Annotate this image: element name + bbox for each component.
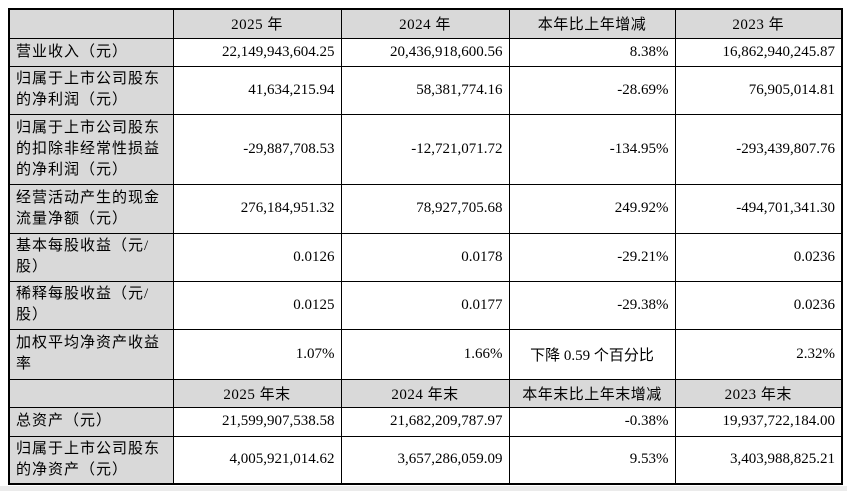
row-label-cell: 归属于上市公司股东的净利润（元） [8, 65, 174, 115]
change-cell: -29.38% [508, 280, 676, 330]
row-label-cell: 总资产（元） [8, 406, 174, 437]
value-cell: 19,937,722,184.00 [674, 406, 843, 437]
change-cell: 8.38% [508, 37, 676, 67]
change-cell: 9.53% [508, 435, 676, 484]
change-cell: 下降 0.59 个百分比 [508, 328, 676, 380]
page-bottom-edge [0, 486, 847, 491]
section1-header-change: 本年比上年增减 [508, 8, 676, 39]
table-row-revenue: 营业收入（元） 22,149,943,604.25 20,436,918,600… [8, 37, 843, 67]
value-cell: 16,862,940,245.87 [674, 37, 843, 67]
value-cell: 0.0125 [172, 280, 342, 330]
section1-header-row: 2025 年 2024 年 本年比上年增减 2023 年 [8, 8, 843, 39]
section2-header-2023-end: 2023 年末 [674, 378, 843, 408]
section2-header-2024-end: 2024 年末 [340, 378, 510, 408]
value-cell: -293,439,807.76 [674, 113, 843, 185]
table-row-basic-eps: 基本每股收益（元/股） 0.0126 0.0178 -29.21% 0.0236 [8, 232, 843, 282]
value-cell: -12,721,071.72 [340, 113, 510, 185]
change-cell: -0.38% [508, 406, 676, 437]
value-cell: 0.0178 [340, 232, 510, 282]
section2-header-2025-end: 2025 年末 [172, 378, 342, 408]
value-cell: 4,005,921,014.62 [172, 435, 342, 484]
section2-header-row: 2025 年末 2024 年末 本年末比上年末增减 2023 年末 [8, 378, 843, 408]
value-cell: 276,184,951.32 [172, 183, 342, 234]
value-cell: 0.0236 [674, 232, 843, 282]
value-cell: 58,381,774.16 [340, 65, 510, 115]
value-cell: 41,634,215.94 [172, 65, 342, 115]
value-cell: 21,599,907,538.58 [172, 406, 342, 437]
table-row-operating-cash-flow: 经营活动产生的现金流量净额（元） 276,184,951.32 78,927,7… [8, 183, 843, 234]
section1-header-2023: 2023 年 [674, 8, 843, 39]
value-cell: 78,927,705.68 [340, 183, 510, 234]
value-cell: 20,436,918,600.56 [340, 37, 510, 67]
value-cell: 0.0126 [172, 232, 342, 282]
change-cell: -28.69% [508, 65, 676, 115]
row-label-cell: 经营活动产生的现金流量净额（元） [8, 183, 174, 234]
change-cell: -29.21% [508, 232, 676, 282]
value-cell: 1.07% [172, 328, 342, 380]
row-label-cell: 归属于上市公司股东的净资产（元） [8, 435, 174, 484]
value-cell: 22,149,943,604.25 [172, 37, 342, 67]
value-cell: 76,905,014.81 [674, 65, 843, 115]
table-row-net-assets: 归属于上市公司股东的净资产（元） 4,005,921,014.62 3,657,… [8, 435, 843, 484]
value-cell: -29,887,708.53 [172, 113, 342, 185]
row-label-cell: 加权平均净资产收益率 [8, 328, 174, 380]
row-label-cell: 营业收入（元） [8, 37, 174, 67]
section1-header-2024: 2024 年 [340, 8, 510, 39]
value-cell: 3,657,286,059.09 [340, 435, 510, 484]
section1-header-empty-cell [8, 8, 174, 39]
row-label-cell: 基本每股收益（元/股） [8, 232, 174, 282]
value-cell: -494,701,341.30 [674, 183, 843, 234]
row-label-cell: 归属于上市公司股东的扣除非经常性损益的净利润（元） [8, 113, 174, 185]
table-row-diluted-eps: 稀释每股收益（元/股） 0.0125 0.0177 -29.38% 0.0236 [8, 280, 843, 330]
section1-header-2025: 2025 年 [172, 8, 342, 39]
section2-header-empty-cell [8, 378, 174, 408]
value-cell: 0.0236 [674, 280, 843, 330]
table-row-net-profit: 归属于上市公司股东的净利润（元） 41,634,215.94 58,381,77… [8, 65, 843, 115]
change-cell: 249.92% [508, 183, 676, 234]
value-cell: 1.66% [340, 328, 510, 380]
table-row-weighted-roe: 加权平均净资产收益率 1.07% 1.66% 下降 0.59 个百分比 2.32… [8, 328, 843, 380]
row-label-cell: 稀释每股收益（元/股） [8, 280, 174, 330]
change-cell: -134.95% [508, 113, 676, 185]
value-cell: 0.0177 [340, 280, 510, 330]
section2-header-change: 本年末比上年末增减 [508, 378, 676, 408]
value-cell: 21,682,209,787.97 [340, 406, 510, 437]
table-row-deducted-net-profit: 归属于上市公司股东的扣除非经常性损益的净利润（元） -29,887,708.53… [8, 113, 843, 185]
table-row-total-assets: 总资产（元） 21,599,907,538.58 21,682,209,787.… [8, 406, 843, 437]
value-cell: 2.32% [674, 328, 843, 380]
financial-summary-table: 2025 年 2024 年 本年比上年增减 2023 年 营业收入（元） 22,… [8, 8, 843, 485]
value-cell: 3,403,988,825.21 [674, 435, 843, 484]
